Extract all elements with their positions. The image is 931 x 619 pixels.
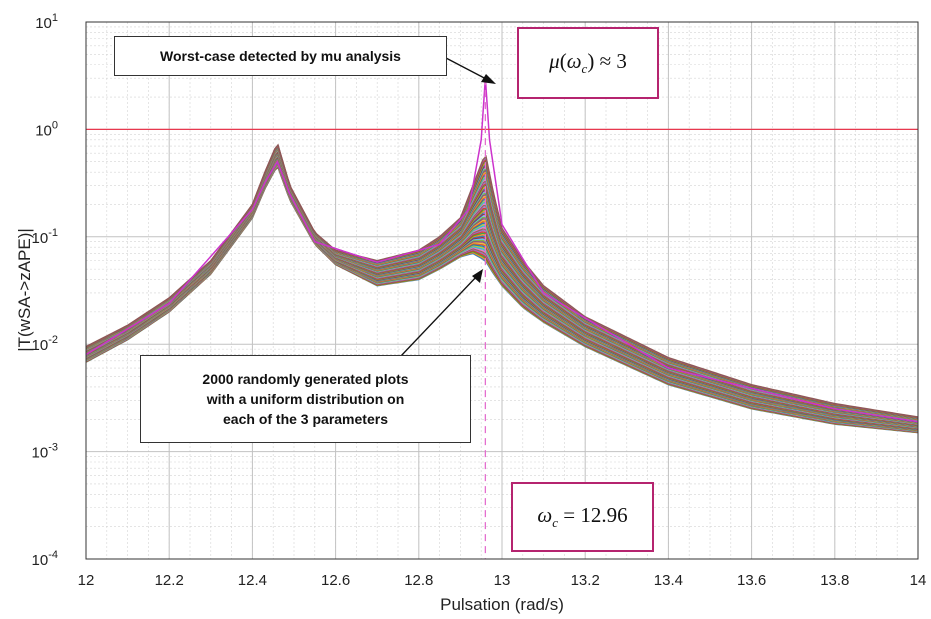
omega-value-text: ωc = 12.96 — [537, 502, 628, 531]
mu-value-box: μ(ωc) ≈ 3 — [517, 27, 659, 99]
annotation-arrows — [399, 57, 496, 358]
y-tick-label: 10-3 — [32, 442, 58, 462]
x-tick-label: 13.2 — [571, 572, 600, 589]
y-tick-label: 101 — [35, 12, 58, 32]
y-axis-label: |T(wSA->zAPE)| — [15, 228, 34, 352]
x-tick-label: 12 — [78, 572, 95, 589]
y-tick-labels: 101 100 10-1 10-2 10-3 10-4 — [32, 12, 58, 569]
y-tick-label: 10-2 — [32, 334, 58, 354]
random-plots-annotation: 2000 randomly generated plots with a uni… — [140, 355, 471, 443]
curves — [86, 78, 918, 434]
y-tick-label: 10-1 — [32, 227, 58, 247]
worst-case-curve — [86, 78, 918, 423]
x-tick-label: 13.4 — [654, 572, 683, 589]
random-plots-arrowhead — [472, 269, 483, 283]
omega-value-box: ωc = 12.96 — [511, 482, 654, 552]
worst-case-text: Worst-case detected by mu analysis — [160, 48, 401, 64]
plot-frame — [85, 21, 919, 560]
x-tick-label: 12.8 — [404, 572, 433, 589]
random-plots-line-1: 2000 randomly generated plots — [202, 371, 409, 387]
grid — [85, 21, 919, 560]
worst-case-arrowhead — [481, 74, 496, 84]
x-tick-label: 14 — [910, 572, 927, 589]
y-tick-label: 100 — [35, 119, 58, 139]
x-tick-labels: 12 12.2 12.4 12.6 12.8 13 13.2 13.4 13.6 13.8 14 — [78, 572, 927, 589]
random-plots-line-3: each of the 3 parameters — [223, 411, 388, 427]
y-tick-label: 10-4 — [32, 549, 58, 569]
random-plots-line-2: with a uniform distribution on — [206, 391, 405, 407]
x-tick-label: 13.6 — [737, 572, 766, 589]
random-response-curve — [86, 143, 918, 418]
x-axis-label: Pulsation (rad/s) — [440, 595, 564, 614]
reference-lines — [86, 78, 918, 559]
worst-case-arrow — [445, 57, 491, 82]
x-tick-label: 12.6 — [321, 572, 350, 589]
mu-value-text: μ(ωc) ≈ 3 — [549, 48, 627, 77]
x-tick-label: 12.4 — [238, 572, 267, 589]
worst-case-annotation: Worst-case detected by mu analysis — [114, 36, 447, 76]
x-tick-label: 12.2 — [155, 572, 184, 589]
random-plots-arrow — [399, 274, 479, 358]
x-tick-label: 13 — [494, 572, 511, 589]
x-tick-label: 13.8 — [820, 572, 849, 589]
